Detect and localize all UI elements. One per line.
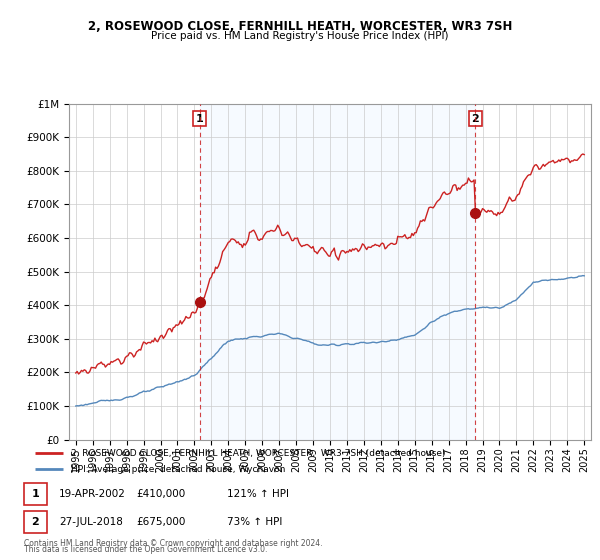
Text: 19-APR-2002: 19-APR-2002: [59, 489, 125, 499]
Text: 1: 1: [196, 114, 203, 124]
Text: 2, ROSEWOOD CLOSE, FERNHILL HEATH, WORCESTER,  WR3 7SH (detached house): 2, ROSEWOOD CLOSE, FERNHILL HEATH, WORCE…: [71, 449, 445, 458]
Text: 73% ↑ HPI: 73% ↑ HPI: [227, 517, 282, 527]
Text: 27-JUL-2018: 27-JUL-2018: [59, 517, 122, 527]
Text: HPI: Average price, detached house, Wychavon: HPI: Average price, detached house, Wych…: [71, 465, 285, 474]
Text: Price paid vs. HM Land Registry's House Price Index (HPI): Price paid vs. HM Land Registry's House …: [151, 31, 449, 41]
Text: 121% ↑ HPI: 121% ↑ HPI: [227, 489, 289, 499]
Text: Contains HM Land Registry data © Crown copyright and database right 2024.: Contains HM Land Registry data © Crown c…: [24, 539, 323, 548]
Text: This data is licensed under the Open Government Licence v3.0.: This data is licensed under the Open Gov…: [24, 545, 268, 554]
Text: £410,000: £410,000: [137, 489, 186, 499]
Text: 1: 1: [32, 489, 39, 499]
Bar: [199, 104, 475, 440]
Text: 2: 2: [32, 517, 39, 527]
Text: 2: 2: [472, 114, 479, 124]
Text: 2, ROSEWOOD CLOSE, FERNHILL HEATH, WORCESTER, WR3 7SH: 2, ROSEWOOD CLOSE, FERNHILL HEATH, WORCE…: [88, 20, 512, 32]
Text: £675,000: £675,000: [137, 517, 186, 527]
